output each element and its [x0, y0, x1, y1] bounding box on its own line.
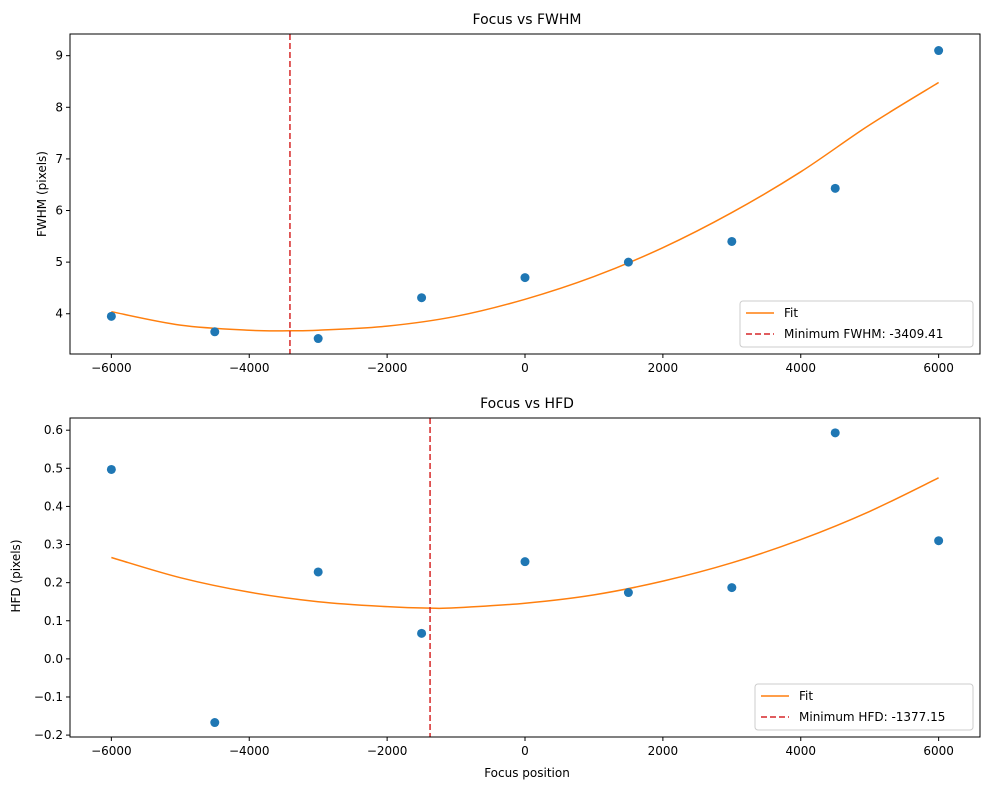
fwhm-data-point — [830, 183, 840, 193]
fwhm-legend-minimum-label: Minimum FWHM: -3409.41 — [784, 327, 943, 341]
fwhm-x-tick-label: −6000 — [91, 361, 132, 375]
fwhm-plot-area — [106, 34, 944, 354]
fwhm-legend-fit-label: Fit — [784, 306, 798, 320]
fwhm-legend-box — [739, 300, 974, 348]
hfd-y-tick-label: −0.2 — [34, 728, 63, 742]
hfd-data-point — [313, 567, 323, 577]
hfd-legend-minimum-label: Minimum HFD: -1377.15 — [799, 710, 945, 724]
hfd-x-tick-label: 0 — [521, 744, 529, 758]
hfd-x-tick-label: 6000 — [923, 744, 954, 758]
hfd-x-tick-label: −4000 — [229, 744, 270, 758]
hfd-x-axis-label: Focus position — [484, 766, 570, 780]
hfd-x-tick-label: 2000 — [648, 744, 679, 758]
fwhm-legend: Fit Minimum FWHM: -3409.41 — [739, 300, 974, 348]
fwhm-y-tick-label: 4 — [55, 307, 63, 321]
fwhm-x-tick-label: 6000 — [923, 361, 954, 375]
hfd-chart: Focus vs HFD HFD (pixels) Focus position… — [9, 396, 981, 780]
fwhm-y-tick-label: 9 — [55, 49, 63, 63]
fwhm-y-ticks: 4 5 6 7 8 9 — [55, 49, 70, 321]
hfd-y-tick-label: 0.0 — [44, 652, 63, 666]
hfd-y-axis-label: HFD (pixels) — [9, 540, 23, 613]
fwhm-chart-title: Focus vs FWHM — [473, 12, 582, 28]
fwhm-data-point — [934, 46, 944, 56]
hfd-legend: Fit Minimum HFD: -1377.15 — [754, 683, 974, 731]
hfd-x-ticks: −6000 −4000 −2000 0 2000 4000 6000 — [91, 737, 954, 758]
fwhm-data-point — [313, 334, 323, 344]
hfd-axes-frame — [69, 417, 981, 738]
fwhm-x-tick-label: 2000 — [648, 361, 679, 375]
hfd-plot-area — [106, 418, 944, 737]
hfd-data-point — [727, 583, 737, 593]
hfd-data-point — [106, 464, 116, 474]
fwhm-x-tick-label: −2000 — [367, 361, 408, 375]
hfd-y-tick-label: 0.1 — [44, 614, 63, 628]
hfd-y-tick-label: 0.5 — [44, 461, 63, 475]
hfd-fit-curve — [111, 477, 939, 610]
fwhm-data-point — [106, 311, 116, 321]
hfd-x-tick-label: 4000 — [785, 744, 816, 758]
hfd-data-point — [520, 557, 530, 567]
fwhm-chart: Focus vs FWHM FWHM (pixels) −6000 −4000 −2… — [35, 12, 981, 375]
fwhm-y-axis-label: FWHM (pixels) — [35, 151, 49, 237]
hfd-data-point — [830, 428, 840, 438]
fwhm-x-tick-label: 4000 — [785, 361, 816, 375]
fwhm-y-tick-label: 7 — [55, 152, 63, 166]
fwhm-axes-frame — [69, 33, 981, 355]
fwhm-data-point — [727, 236, 737, 246]
fwhm-y-tick-label: 8 — [55, 100, 63, 114]
fwhm-data-point — [623, 257, 633, 267]
hfd-chart-title: Focus vs HFD — [480, 396, 574, 412]
hfd-data-point — [210, 718, 220, 728]
hfd-y-tick-label: 0.6 — [44, 423, 63, 437]
fwhm-data-point — [210, 327, 220, 337]
fwhm-data-point — [520, 273, 530, 283]
fwhm-x-tick-label: −4000 — [229, 361, 270, 375]
hfd-y-tick-label: −0.1 — [34, 690, 63, 704]
hfd-legend-box — [754, 683, 974, 731]
hfd-y-tick-label: 0.2 — [44, 576, 63, 590]
hfd-y-ticks: −0.2 −0.1 0.0 0.1 0.2 0.3 0.4 0.5 0.6 — [34, 423, 70, 742]
fwhm-x-ticks: −6000 −4000 −2000 0 2000 4000 6000 — [91, 354, 954, 375]
hfd-x-tick-label: −2000 — [367, 744, 408, 758]
fwhm-x-tick-label: 0 — [521, 361, 529, 375]
fwhm-data-point — [417, 293, 427, 303]
hfd-x-tick-label: −6000 — [91, 744, 132, 758]
hfd-legend-fit-label: Fit — [799, 689, 813, 703]
fwhm-fit-curve — [111, 81, 940, 332]
hfd-y-tick-label: 0.4 — [44, 499, 63, 513]
hfd-data-point — [417, 628, 427, 638]
hfd-y-tick-label: 0.3 — [44, 538, 63, 552]
hfd-data-point — [623, 588, 633, 598]
fwhm-y-tick-label: 5 — [55, 255, 63, 269]
hfd-data-point — [934, 536, 944, 546]
fwhm-y-tick-label: 6 — [55, 204, 63, 218]
